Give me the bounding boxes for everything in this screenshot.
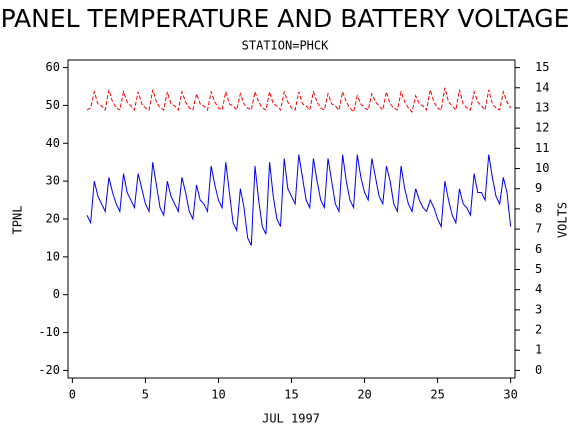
y-tick-label: -10: [38, 325, 60, 339]
y2-tick-label: 5: [535, 262, 542, 276]
y-tick-label: 20: [46, 212, 60, 226]
y-tick-label: 30: [46, 174, 60, 188]
y2-tick-label: 0: [535, 363, 542, 377]
y-tick-label: 10: [46, 249, 60, 263]
y2-tick-label: 15: [535, 60, 549, 74]
y2-tick-label: 10: [535, 161, 549, 175]
y2-tick-label: 4: [535, 282, 542, 296]
x-tick-label: 30: [503, 388, 517, 402]
y2-tick-label: 2: [535, 323, 542, 337]
x-axis-label: JUL 1997: [262, 412, 320, 426]
y-tick-label: 0: [53, 287, 60, 301]
x-tick-label: 20: [357, 388, 371, 402]
chart-subtitle: STATION=PHCK: [242, 39, 329, 53]
x-tick-label: 10: [211, 388, 225, 402]
data-line: [86, 87, 512, 114]
x-tick-label: 5: [142, 388, 149, 402]
y-tick-label: -20: [38, 363, 60, 377]
y-tick-label: 50: [46, 98, 60, 112]
y2-tick-label: 7: [535, 222, 542, 236]
y-tick-label: 40: [46, 136, 60, 150]
y2-tick-label: 9: [535, 181, 542, 195]
y2-tick-label: 3: [535, 302, 542, 316]
y2-tick-label: 14: [535, 80, 549, 94]
data-line: [86, 154, 512, 246]
y2-tick-label: 12: [535, 121, 549, 135]
y-axis-label: TPNL: [11, 206, 25, 235]
x-tick-label: 25: [430, 388, 444, 402]
y-tick-label: 60: [46, 60, 60, 74]
y2-tick-label: 8: [535, 201, 542, 215]
x-tick-label: 0: [69, 388, 76, 402]
chart-title: PANEL TEMPERATURE AND BATTERY VOLTAGE: [1, 4, 570, 33]
x-tick-label: 15: [284, 388, 298, 402]
y2-tick-label: 11: [535, 141, 549, 155]
y2-tick-label: 6: [535, 242, 542, 256]
y2-tick-label: 1: [535, 343, 542, 357]
y2-tick-label: 13: [535, 100, 549, 114]
y2-axis-label: VOLTS: [556, 202, 570, 238]
